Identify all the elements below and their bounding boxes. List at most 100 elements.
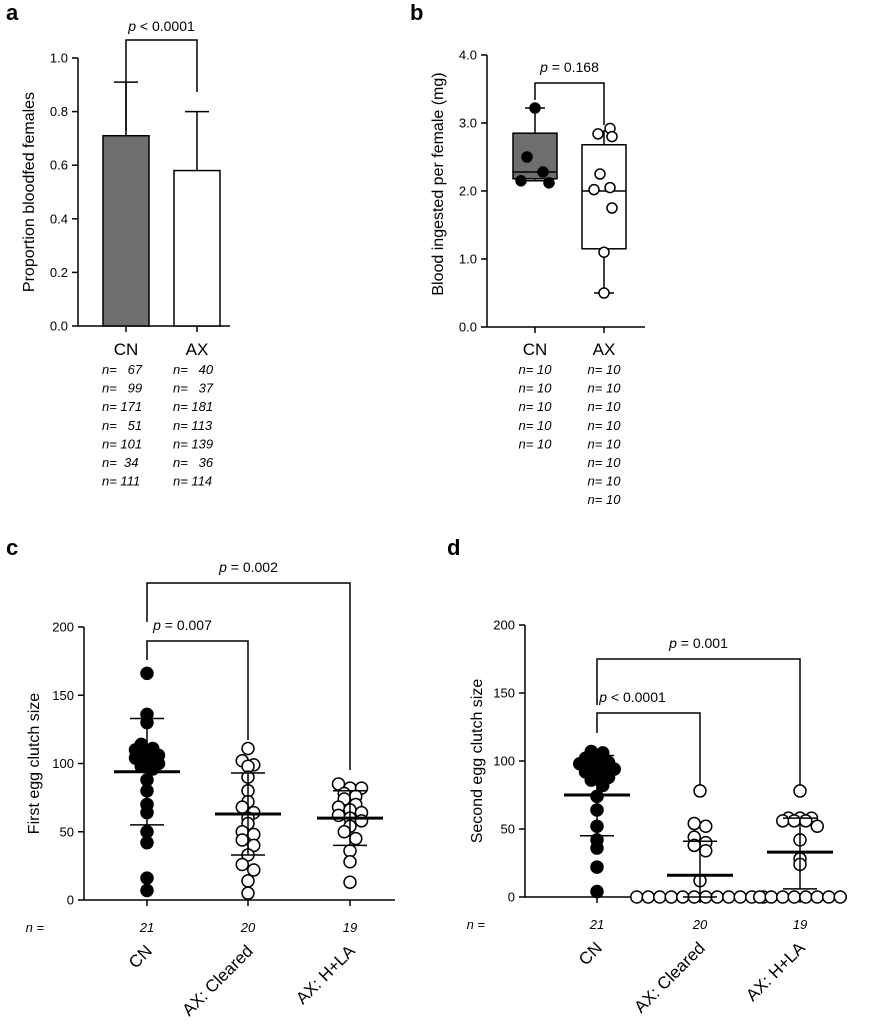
- panel-c-n-value: 21: [139, 920, 154, 935]
- panel-c-data-point: [241, 741, 255, 756]
- panel-b-x-label-ax: AX: [593, 340, 616, 359]
- panel-c-y-tick-label: 150: [52, 688, 74, 703]
- panel-d-y-tick-label: 0: [508, 890, 515, 905]
- panel-a-n-count: n= 51: [102, 418, 142, 433]
- panel-d-comparison-bracket: [596, 658, 801, 785]
- panel-a-y-tick-label: 0.2: [50, 265, 68, 280]
- panel-a-p-value: p < 0.0001: [127, 18, 195, 34]
- panel-d-p-value: p = 0.001: [668, 635, 728, 651]
- panel-b-x-label-cn: CN: [523, 340, 548, 359]
- panel-d-data-point: [590, 841, 604, 855]
- panel-c-data-point: [343, 875, 357, 890]
- panel-c-data-point: [247, 863, 261, 877]
- panel-b-data-point: [588, 183, 600, 196]
- panel-b-data-point: [521, 151, 533, 163]
- panel-d-n-value: 20: [692, 917, 708, 932]
- panel-a-bar-ax: [173, 169, 221, 327]
- panel-c-data-point: [140, 666, 154, 681]
- panel-a-y-tick-label: 0.0: [50, 319, 68, 334]
- panel-d-data-point: [822, 890, 836, 904]
- panel-a-comparison-bracket: [125, 39, 198, 131]
- panel-d-data-point: [699, 819, 713, 834]
- panel-a-n-count: n= 139: [173, 436, 213, 451]
- panel-c-n-label: n =: [26, 920, 45, 935]
- panel-c-data-point: [349, 831, 363, 846]
- panel-c-n-value: 20: [240, 920, 256, 935]
- panel-a-n-count: n= 101: [102, 436, 142, 451]
- panel-c-data-point: [140, 883, 154, 898]
- panel-a-y-tick-label: 0.4: [50, 211, 68, 226]
- panel-c-x-label: AX: H+LA: [292, 941, 359, 1008]
- panel-b-data-point: [598, 287, 610, 299]
- panel-d-scatter: 0 50 100 150 200 Second egg clutch size n = 21 C…: [467, 618, 847, 1017]
- panel-b-data-point: [592, 128, 604, 140]
- panel-a-x-label-ax: AX: [186, 340, 209, 359]
- panel-b-n-count: n= 10: [519, 399, 553, 414]
- panel-c-comparison-bracket: [146, 640, 249, 740]
- panel-d-data-point: [664, 890, 678, 904]
- panel-d-n-label: n =: [467, 917, 486, 932]
- panel-d-data-point: [753, 890, 767, 904]
- panel-d-data-point: [687, 816, 701, 831]
- panel-c-p-value: p = 0.007: [152, 617, 212, 633]
- panel-b-box-plot: 0.0 1.0 2.0 3.0 4.0 Blood ingested per female…: [430, 48, 645, 507]
- panel-a-label: a: [6, 0, 19, 25]
- panel-c-data-point: [241, 886, 255, 900]
- panel-d-y-tick-label: 100: [493, 754, 515, 769]
- panel-b-n-count: n= 10: [519, 362, 553, 377]
- panel-b-data-point: [606, 130, 618, 143]
- panel-a-n-count: n= 111: [102, 474, 140, 489]
- panel-d-data-point: [641, 890, 655, 904]
- panel-d-y-axis-label: Second egg clutch size: [469, 679, 486, 844]
- panel-d-data-point: [764, 890, 778, 904]
- panel-d-data-point: [693, 784, 707, 798]
- panel-b-n-count: n= 10: [588, 492, 622, 507]
- panel-d-data-point: [793, 784, 807, 798]
- panel-d-x-label: AX: Cleared: [631, 938, 709, 1016]
- panel-a-n-count: n= 114: [173, 474, 212, 489]
- panel-a-x-label-cn: CN: [114, 340, 139, 359]
- panel-c-y-tick-label: 200: [52, 620, 74, 635]
- panel-a-n-count: n= 99: [102, 381, 142, 396]
- panel-c-data-point: [235, 800, 249, 814]
- panel-d-n-value: 21: [589, 917, 604, 932]
- panel-d-x-label: CN: [575, 938, 606, 969]
- panel-c-y-tick-label: 100: [52, 756, 74, 771]
- panel-b-data-point: [606, 202, 618, 214]
- panel-a-n-count: n= 113: [173, 418, 213, 433]
- panel-a-n-count: n= 37: [173, 381, 214, 396]
- panel-d-data-point: [787, 814, 801, 828]
- panel-b-n-count: n= 10: [588, 362, 622, 377]
- panel-c-p-value: p = 0.002: [218, 559, 278, 575]
- panel-d-data-point: [810, 890, 824, 904]
- panel-d-data-point: [776, 814, 790, 828]
- panel-b-data-point: [543, 177, 555, 189]
- panel-d-y-tick-label: 200: [493, 618, 515, 633]
- panel-c-data-point: [343, 855, 357, 869]
- panel-d-data-point: [799, 890, 813, 904]
- panel-d-data-point: [699, 844, 713, 858]
- panel-b-n-count: n= 10: [588, 399, 622, 414]
- panel-d-data-point: [833, 890, 847, 904]
- panel-d-data-point: [776, 890, 790, 904]
- panel-d-comparison-bracket: [596, 712, 701, 785]
- panel-b-data-point: [594, 168, 606, 180]
- panel-c-data-point: [241, 874, 255, 888]
- panel-c-data-point: [235, 833, 249, 847]
- panel-d-x-label: AX: H+LA: [742, 938, 809, 1005]
- panel-a-n-count: n= 36: [173, 455, 214, 470]
- panel-d-p-value: p < 0.0001: [598, 689, 666, 705]
- panel-a-n-count: n= 34: [102, 455, 139, 470]
- panel-a-bar-cn: [102, 134, 150, 327]
- panel-c-data-point: [331, 777, 346, 791]
- panel-d-data-point: [733, 890, 747, 904]
- panel-a-y-axis-label: Proportion bloodfed females: [21, 92, 38, 292]
- panel-b-n-count: n= 10: [519, 381, 553, 396]
- panel-b-y-tick-label: 0.0: [459, 320, 477, 335]
- panel-a-n-count: n= 67: [102, 362, 143, 377]
- panel-b-data-point: [515, 175, 527, 187]
- panel-d-n-value: 19: [793, 917, 807, 932]
- panel-c-data-point: [140, 871, 154, 885]
- panel-b-n-count: n= 10: [588, 418, 622, 433]
